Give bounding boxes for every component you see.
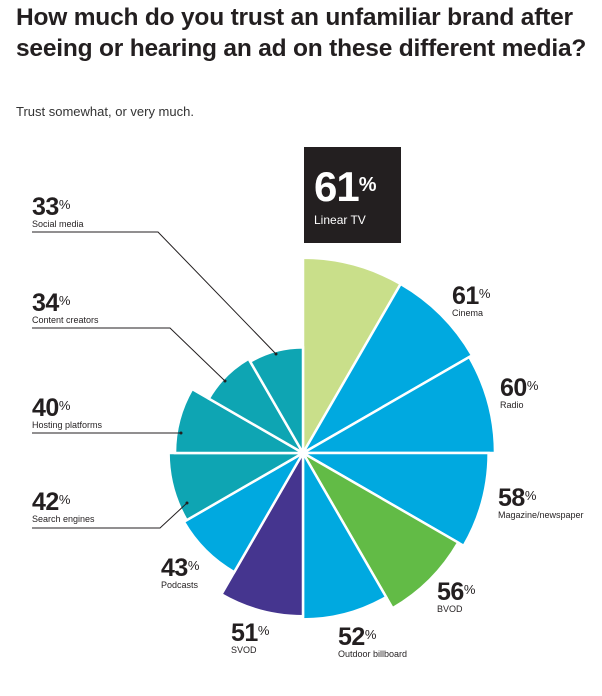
percent-sign: % — [58, 197, 71, 212]
data-label: 61% Cinema — [452, 282, 491, 319]
data-label: 43% Podcasts — [161, 554, 200, 591]
chart-subtitle: Trust somewhat, or very much. — [16, 104, 194, 119]
percent-sign: % — [58, 492, 71, 507]
data-label: 60% Radio — [500, 374, 539, 411]
wedge-bvod — [299, 449, 460, 610]
leader-dot — [185, 501, 189, 505]
data-label-category: Social media — [32, 219, 84, 229]
data-label-value: 40% — [32, 394, 71, 422]
data-label-category: Outdoor billboard — [338, 649, 408, 659]
wedge-radio — [298, 355, 497, 455]
percent-sign: % — [463, 582, 476, 597]
wedge-content-creators — [207, 357, 307, 457]
percent-sign: % — [524, 488, 537, 503]
data-label-category: SVOD — [231, 645, 257, 655]
percent-sign: % — [257, 623, 270, 638]
percent-sign: % — [478, 286, 491, 301]
percent-sign: % — [187, 558, 200, 573]
chart-title: How much do you trust an unfamiliar bran… — [16, 4, 587, 62]
data-label-value: 43% — [161, 554, 200, 582]
wedge-podcasts — [182, 449, 307, 574]
wedge-svod — [219, 448, 305, 618]
wedge-linear-tv — [301, 256, 403, 458]
percent-sign: % — [58, 398, 71, 413]
data-label: 56% BVOD — [437, 578, 476, 615]
data-label: 42% Search engines — [32, 488, 95, 525]
data-label-value: 34% — [32, 289, 71, 317]
wedge-cinema — [299, 282, 474, 457]
data-label: 34% Content creators — [32, 289, 99, 326]
data-label-category: Podcasts — [161, 580, 199, 590]
data-label-value: 58% — [498, 484, 537, 512]
leader-dot — [223, 379, 227, 383]
percent-sign: % — [526, 378, 539, 393]
percent-sign: % — [58, 293, 71, 308]
data-label-category: Hosting platforms — [32, 420, 103, 430]
data-label-value: 52% — [338, 623, 377, 651]
wedge-search-engines — [167, 451, 308, 522]
highlight-box: 61% Linear TV — [304, 147, 401, 243]
wedge-hosting-platforms — [173, 387, 308, 455]
data-label-value: 56% — [437, 578, 476, 606]
data-label: 51% SVOD — [231, 619, 270, 656]
data-label: 33% Social media — [32, 193, 84, 230]
data-label-category: Magazine/newspaper — [498, 510, 584, 520]
percent-sign: % — [358, 174, 377, 196]
data-label: 40% Hosting platforms — [32, 394, 103, 431]
highlight-value: 61 — [314, 163, 360, 210]
data-label-value: 42% — [32, 488, 71, 516]
highlight-label: Linear TV — [314, 213, 366, 227]
data-label-value: 51% — [231, 619, 270, 647]
data-label-category: Search engines — [32, 514, 95, 524]
wedge-outdoor-billboard — [301, 448, 388, 621]
percent-sign: % — [364, 627, 377, 642]
data-label-category: Cinema — [452, 308, 484, 318]
data-label: 52% Outdoor billboard — [338, 623, 408, 660]
data-label-category: BVOD — [437, 604, 463, 614]
leader-dot — [274, 352, 278, 356]
data-label-category: Radio — [500, 400, 524, 410]
leader-line — [32, 327, 226, 382]
data-label-category: Content creators — [32, 315, 99, 325]
data-label: 58% Magazine/newspaper — [498, 484, 584, 521]
leader-dot — [179, 431, 183, 435]
data-label-value: 61% — [452, 282, 491, 310]
leader-line — [32, 231, 277, 355]
wedge-magazine-newspaper — [298, 451, 490, 548]
wedge-social-media — [248, 346, 305, 458]
leader-line — [32, 502, 188, 529]
data-label-value: 60% — [500, 374, 539, 402]
data-label-value: 33% — [32, 193, 71, 221]
